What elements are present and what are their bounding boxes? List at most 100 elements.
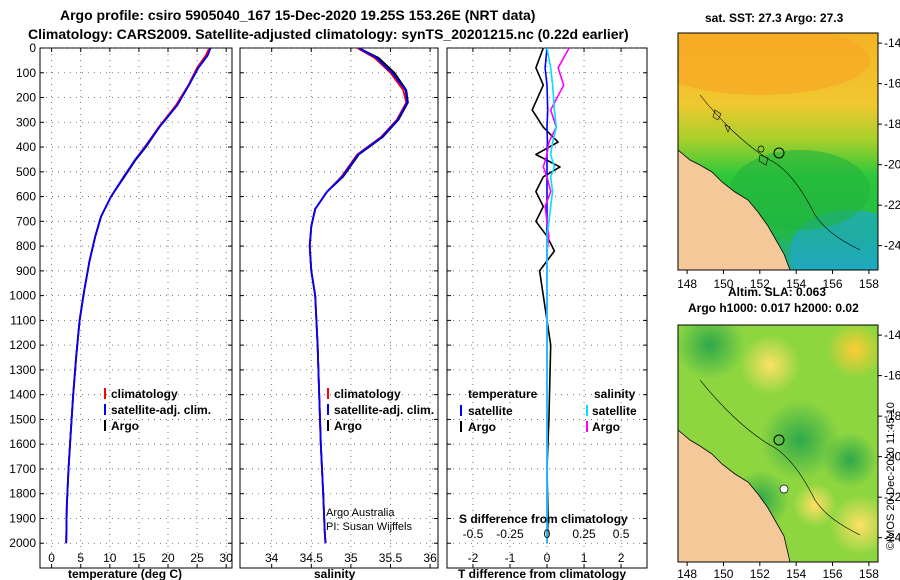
difference-panel: -2 -1 0 1 2 temperature satellite Argo salin…	[446, 47, 648, 580]
depth-tick-label: 1800	[9, 487, 36, 501]
legend-swatch-argo	[104, 420, 106, 431]
depth-tick-label: 700	[16, 214, 36, 228]
x-tick-label: -2	[468, 551, 479, 565]
legend-label-climatology: climatology	[111, 387, 178, 401]
sst-map-title: sat. SST: 27.3 Argo: 27.3	[705, 11, 844, 25]
legend-label-sal-argo: Argo	[592, 420, 620, 434]
sla-map-title-line1: Altim. SLA: 0.063	[728, 285, 826, 299]
map-lon-label: 150	[713, 277, 733, 291]
series-line-satellite-adj-clim-	[65, 48, 212, 544]
map-lat-label: -16	[884, 77, 900, 91]
depth-tick-label: 1900	[9, 511, 36, 525]
salinity-legend: climatology satellite-adj. clim. Argo	[327, 387, 434, 433]
sla-map-axes: 148 150 152 154 156 158 -14 -16 -18 -20 -22 -24	[677, 328, 900, 580]
legend-swatch-climatology	[327, 388, 329, 399]
figure-title-line1: Argo profile: csiro 5905040_167 15-Dec-2…	[60, 7, 535, 23]
depth-tick-label: 2000	[9, 536, 36, 550]
sla-dark-blob	[760, 400, 840, 480]
legend-swatch-satellite	[104, 404, 106, 415]
credit-line1: Argo Australia	[326, 507, 395, 519]
sst-warm-patch	[678, 33, 870, 95]
depth-tick-label: 900	[16, 264, 36, 278]
legend-label-satellite: satellite-adj. clim.	[111, 403, 211, 417]
legend-label-temp-satellite: satellite	[468, 404, 513, 418]
shelf-contour	[699, 379, 861, 536]
map-lat-label: -22	[884, 198, 900, 212]
sla-warm-blob	[827, 325, 878, 378]
x-tick-label: 30	[220, 551, 234, 565]
depth-tick-label: 400	[16, 140, 36, 154]
depth-tick-label: 1000	[9, 289, 36, 303]
timestamp-text: ©IMOS 20-Dec-2020 11:45:10	[885, 402, 897, 550]
sla-dark-blob	[678, 325, 745, 380]
series-line-salinity-satellite	[546, 48, 558, 544]
depth-tick-label: 1700	[9, 462, 36, 476]
x-tick-label: 25	[190, 551, 204, 565]
sst-reef-ring	[757, 145, 765, 153]
s-difference-tick-labels: -0.5 -0.25 0 0.25 0.5	[463, 527, 630, 541]
map-lat-label: -20	[884, 158, 900, 172]
salinity-panel: 34 34.5 35 35.5 36 salinity climatology sate…	[239, 47, 439, 580]
map-lat-label: -14	[884, 328, 900, 342]
s-tick-label: 0.25	[572, 527, 596, 541]
map-lon-label: 152	[750, 567, 770, 580]
x-tick-label: 10	[103, 551, 117, 565]
sla-map-panel: Altim. SLA: 0.063 Argo h1000: 0.017 h200…	[677, 285, 900, 580]
map-lat-label: -20	[884, 450, 900, 464]
legend-label-temp-argo: Argo	[468, 420, 496, 434]
salinity-axis: 34 34.5 35 35.5 36	[265, 48, 437, 568]
depth-tick-label: 100	[16, 66, 36, 80]
legend-label-argo: Argo	[111, 419, 139, 433]
map-lon-label: 158	[859, 277, 879, 291]
legend-swatch-sal-satellite	[586, 405, 588, 416]
sla-map-frame	[677, 324, 879, 563]
x-tick-label: 0	[48, 551, 55, 565]
depth-tick-label: 1500	[9, 412, 36, 426]
land-mass	[678, 149, 791, 270]
credit-line2: PI: Susan Wijffels	[326, 521, 412, 533]
x-tick-label: 34.5	[300, 551, 324, 565]
sst-green-patch	[730, 150, 870, 230]
map-lat-label: -18	[884, 409, 900, 423]
depth-tick-label: 1200	[9, 338, 36, 352]
sla-map-title-line2: Argo h1000: 0.017 h2000: 0.02	[688, 301, 859, 315]
float-position-marker	[773, 147, 785, 159]
x-tick-label: 34	[265, 551, 279, 565]
temperature-series	[65, 48, 212, 544]
x-tick-label: 0	[544, 551, 551, 565]
salinity-plot-frame	[239, 47, 439, 569]
depth-tick-label: 500	[16, 165, 36, 179]
x-tick-label: 2	[618, 551, 625, 565]
sst-map-axes: 148 150 152 154 156 158 -14 -16 -18 -20 -22 -24	[677, 36, 900, 291]
legend-swatch-climatology	[104, 388, 106, 399]
depth-tick-label: 300	[16, 115, 36, 129]
map-lat-label: -24	[884, 239, 900, 253]
salinity-series	[308, 48, 409, 544]
legend-swatch-temp-satellite	[460, 405, 462, 416]
legend-label-satellite: satellite-adj. clim.	[334, 403, 434, 417]
x-tick-label: 15	[132, 551, 146, 565]
legend-label-climatology: climatology	[334, 387, 401, 401]
temperature-axis: 0 5 10 15 20 25 30	[48, 48, 233, 568]
map-lat-label: -14	[884, 36, 900, 50]
x-tick-label: 20	[161, 551, 175, 565]
depth-axis: 0 100 200 300 400 500 600 700 800 900 1000 1100 1200…	[9, 41, 36, 550]
series-line-argo	[65, 48, 212, 544]
depth-tick-label: 1400	[9, 388, 36, 402]
salinity-axis-label: salinity	[314, 567, 356, 580]
map-lon-label: 156	[823, 567, 843, 580]
temperature-plot-frame	[39, 47, 233, 569]
temperature-grid	[40, 47, 232, 568]
sla-warm-blob	[793, 483, 837, 527]
legend-swatch-temp-argo	[460, 421, 462, 432]
map-lat-label: -24	[884, 531, 900, 545]
x-tick-label: 35	[344, 551, 358, 565]
reef-outline	[712, 109, 769, 166]
difference-grid	[447, 47, 647, 568]
temperature-panel: 0100200300400500600700800900100011001200…	[9, 41, 233, 580]
x-tick-label: -1	[505, 551, 516, 565]
salinity-grid	[240, 47, 438, 568]
sst-map-frame	[677, 32, 879, 271]
s-tick-label: -0.25	[496, 527, 524, 541]
